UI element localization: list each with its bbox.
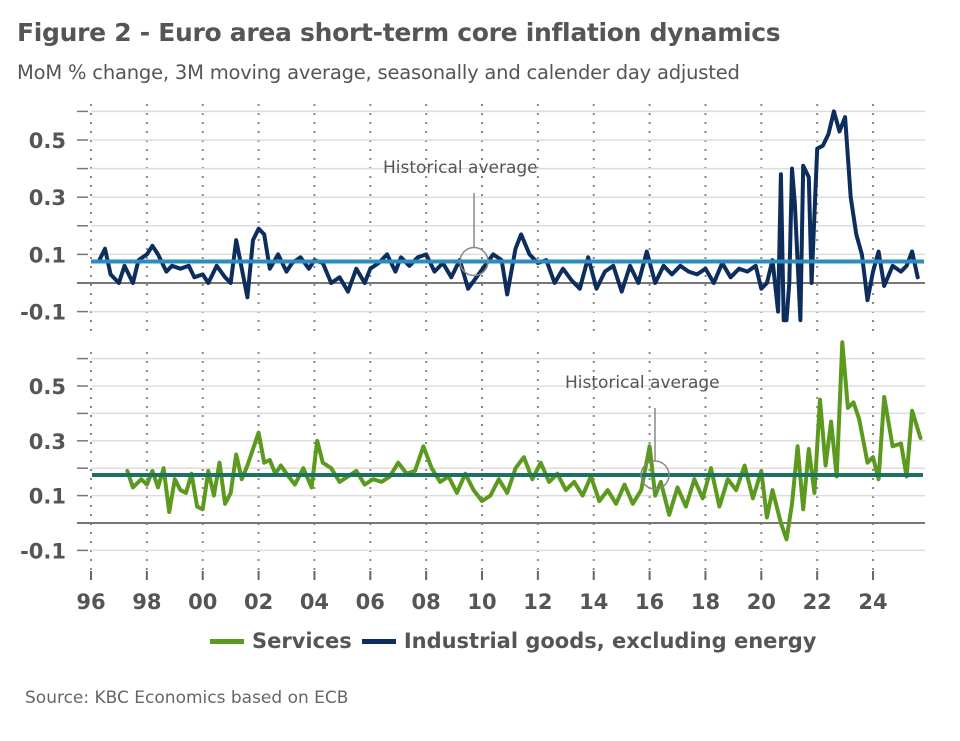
y-tick-label: 0.3 xyxy=(29,186,66,210)
legend-label-industrial: Industrial goods, excluding energy xyxy=(403,629,817,653)
x-tick-label: 96 xyxy=(76,590,105,614)
x-tick-label: 10 xyxy=(467,590,496,614)
annotation-label: Historical average xyxy=(565,373,720,393)
y-tick-label: 0.5 xyxy=(29,375,66,399)
y-tick-label: 0.5 xyxy=(29,129,66,153)
x-tick-label: 12 xyxy=(523,590,552,614)
chart-subtitle: MoM % change, 3M moving average, seasona… xyxy=(17,61,740,84)
source-note: Source: KBC Economics based on ECB xyxy=(25,688,349,708)
x-tick-label: 98 xyxy=(132,590,161,614)
legend-label-services: Services xyxy=(252,629,352,653)
x-tick-label: 08 xyxy=(412,590,441,614)
x-tick-label: 06 xyxy=(356,590,385,614)
series-line-industrial-goods xyxy=(97,109,920,323)
legend: Services Industrial goods, excluding ene… xyxy=(210,629,826,653)
bottom-panel-services: 0.5 0.3 0.1 -0.1 Historical average xyxy=(20,340,925,578)
legend-item-industrial: Industrial goods, excluding energy xyxy=(361,629,817,653)
y-tick-label: 0.1 xyxy=(29,485,66,509)
x-tick-label: 20 xyxy=(747,590,776,614)
top-panel-industrial-goods: 0.5 0.3 0.1 -0.1 Historical average xyxy=(20,104,925,338)
y-tick-label: -0.1 xyxy=(20,301,66,325)
annotation-circle xyxy=(640,460,670,490)
legend-swatch-industrial xyxy=(361,638,396,644)
x-tick-label: 02 xyxy=(244,590,273,614)
x-tick-label: 22 xyxy=(803,590,832,614)
y-tick-label: 0.1 xyxy=(29,243,66,267)
x-axis: 96 98 00 02 04 06 08 10 12 14 16 18 20 22 24 xyxy=(76,571,888,614)
y-tick-label: -0.1 xyxy=(20,539,66,563)
y-tick-label: 0.3 xyxy=(29,430,66,454)
x-tick-label: 18 xyxy=(691,590,720,614)
chart-title: Figure 2 - Euro area short-term core inf… xyxy=(17,18,781,47)
annotation-label: Historical average xyxy=(383,158,538,178)
x-tick-label: 24 xyxy=(858,590,887,614)
series-line-services xyxy=(125,340,923,542)
legend-swatch-services xyxy=(210,638,244,644)
x-tick-label: 14 xyxy=(579,590,608,614)
legend-item-services: Services xyxy=(210,629,352,653)
x-tick-label: 16 xyxy=(635,590,664,614)
annotation-circle xyxy=(459,246,489,277)
x-tick-label: 00 xyxy=(188,590,217,614)
x-tick-label: 04 xyxy=(300,590,329,614)
